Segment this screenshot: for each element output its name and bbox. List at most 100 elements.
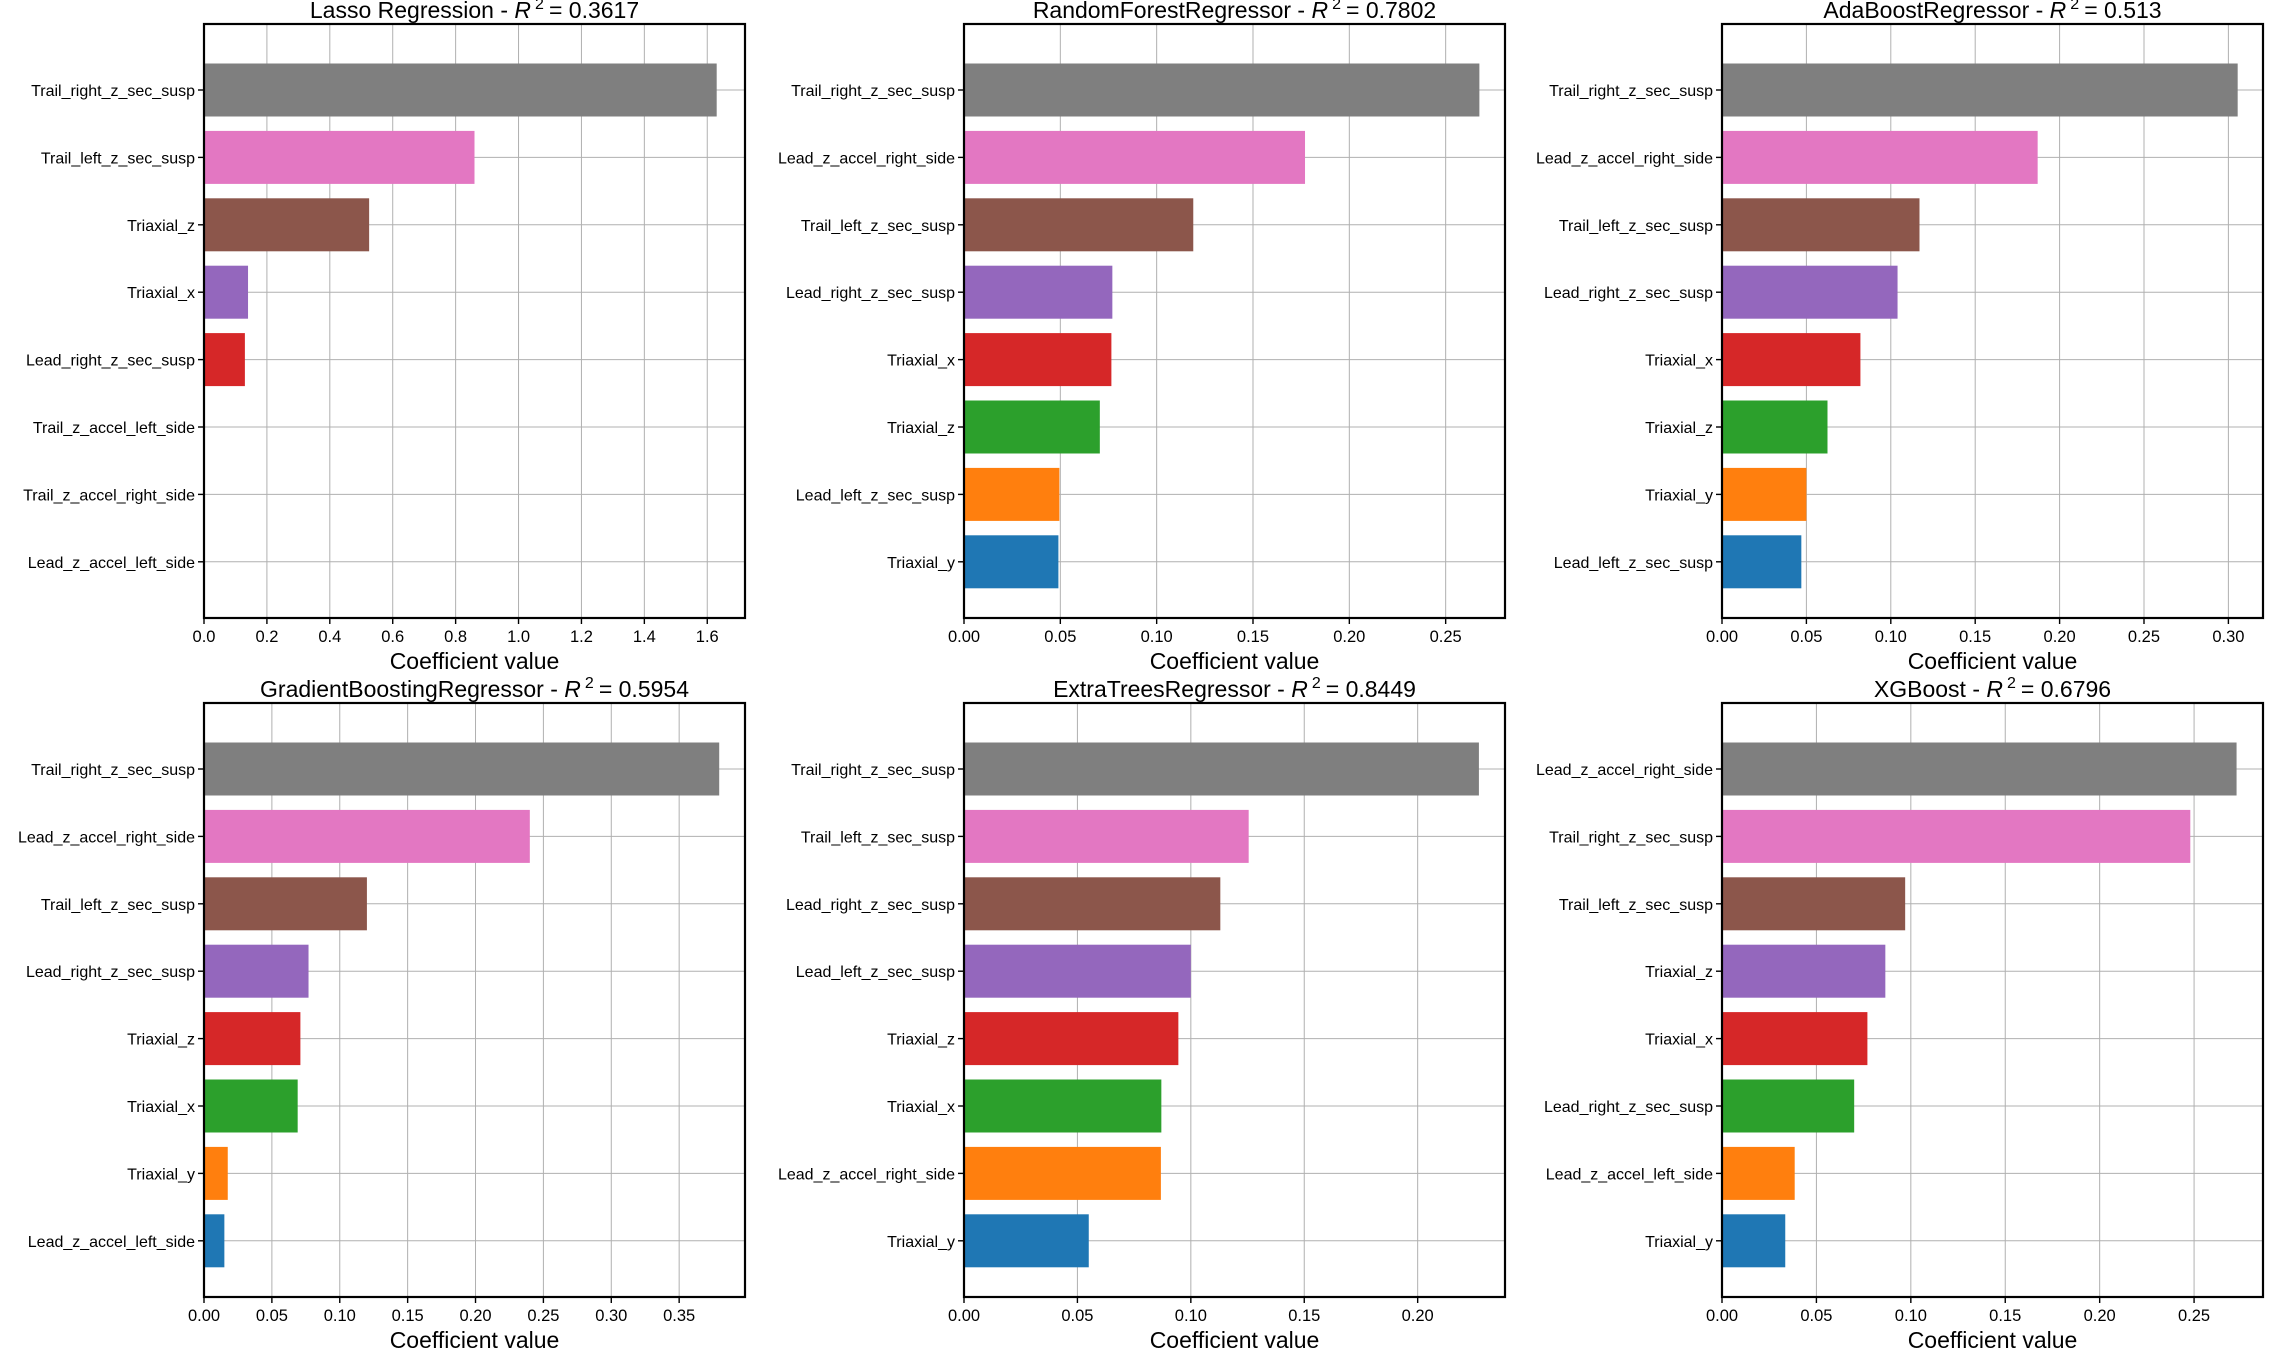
y-tick-label: Trail_z_accel_left_side — [33, 420, 195, 437]
x-tick-label: 0.2 — [255, 628, 278, 646]
y-tick-label: Lead_z_accel_left_side — [28, 1234, 195, 1251]
x-tick-label: 0.05 — [1790, 628, 1822, 646]
y-tick-label: Lead_z_accel_right_side — [1536, 762, 1713, 779]
bar — [964, 63, 1480, 117]
y-tick-label: Triaxial_x — [127, 285, 195, 302]
r2-value: = 0.8449 — [1326, 676, 1416, 702]
x-tick-label: 0.25 — [2178, 1307, 2210, 1325]
y-tick-label: Triaxial_z — [1645, 964, 1713, 981]
y-tick-label: Triaxial_z — [887, 420, 955, 437]
bar — [1722, 535, 1802, 589]
y-tick-label: Trail_right_z_sec_susp — [1549, 829, 1713, 846]
x-tick-label: 0.15 — [1959, 628, 1991, 646]
chart-panel: 0.00 0.05 0.10 0.15 0.20 0.25 Trail_right_z_se… — [778, 0, 1507, 674]
bar — [964, 809, 1249, 863]
x-tick-label: 0.20 — [2084, 1307, 2116, 1325]
bar — [204, 877, 367, 931]
r2-value: = 0.5954 — [599, 676, 689, 702]
x-tick-label: 0.20 — [459, 1307, 491, 1325]
x-axis-label: Coefficient value — [1908, 648, 2078, 674]
y-tick-label: Lead_left_z_sec_susp — [796, 964, 955, 981]
bar — [1722, 809, 2191, 863]
y-tick-label: Lead_right_z_sec_susp — [786, 897, 955, 914]
x-axis-label: Coefficient value — [390, 648, 560, 674]
bar — [204, 944, 309, 998]
x-tick-label: 0.25 — [527, 1307, 559, 1325]
bar — [1722, 742, 2237, 796]
bar — [964, 198, 1194, 252]
y-tick-label: Triaxial_y — [1645, 487, 1713, 504]
bar — [204, 1214, 225, 1268]
y-tick-label: Trail_right_z_sec_susp — [1549, 83, 1713, 100]
r2-symbol: R — [2050, 0, 2067, 23]
y-tick-label: Lead_right_z_sec_susp — [26, 964, 195, 981]
axes-frame — [1720, 22, 2265, 620]
y-tick-label: Triaxial_x — [127, 1099, 195, 1116]
y-tick-label: Triaxial_z — [127, 1032, 195, 1049]
bar — [1722, 265, 1898, 319]
y-tick-label: Trail_left_z_sec_susp — [801, 829, 955, 846]
bar — [964, 333, 1112, 387]
y-tick-label: Triaxial_y — [887, 1234, 955, 1251]
title-prefix: RandomForestRegressor - — [1033, 0, 1312, 23]
bar — [204, 1079, 298, 1133]
x-tick-label: 0.0 — [193, 628, 216, 646]
r2-exponent: 2 — [1312, 675, 1321, 692]
bar — [204, 265, 249, 319]
r2-exponent: 2 — [2007, 675, 2016, 692]
title-prefix: XGBoost - — [1874, 676, 1986, 702]
x-tick-label: 0.20 — [2044, 628, 2076, 646]
y-tick-label: Trail_right_z_sec_susp — [31, 83, 195, 100]
y-tick-label: Trail_right_z_sec_susp — [791, 762, 955, 779]
x-tick-label: 0.15 — [1288, 1307, 1320, 1325]
bar — [964, 1214, 1089, 1268]
x-tick-label: 0.25 — [1430, 628, 1462, 646]
y-tick-label: Trail_left_z_sec_susp — [41, 897, 195, 914]
chart-title: ExtraTreesRegressor - R 2 = 0.8449 — [1053, 675, 1416, 702]
x-tick-label: 1.2 — [570, 628, 593, 646]
y-tick-label: Triaxial_y — [887, 555, 955, 572]
y-tick-label: Lead_left_z_sec_susp — [1554, 555, 1713, 572]
x-tick-label: 0.15 — [392, 1307, 424, 1325]
y-tick-label: Lead_z_accel_right_side — [1536, 150, 1713, 167]
x-tick-label: 1.4 — [633, 628, 656, 646]
bar — [204, 1012, 301, 1066]
bar — [964, 877, 1221, 931]
chart-title: Lasso Regression - R 2 = 0.3617 — [310, 0, 639, 23]
x-tick-label: 0.20 — [1402, 1307, 1434, 1325]
y-tick-label: Triaxial_z — [127, 218, 195, 235]
x-tick-label: 0.35 — [663, 1307, 695, 1325]
y-tick-label: Triaxial_x — [887, 353, 955, 370]
bar — [964, 130, 1306, 184]
x-tick-label: 0.30 — [595, 1307, 627, 1325]
y-tick-label: Trail_left_z_sec_susp — [1559, 897, 1713, 914]
r2-symbol: R — [564, 676, 581, 702]
y-tick-label: Lead_right_z_sec_susp — [1544, 1099, 1713, 1116]
y-tick-label: Lead_right_z_sec_susp — [26, 353, 195, 370]
bar — [1722, 1079, 1855, 1133]
y-tick-label: Trail_left_z_sec_susp — [801, 218, 955, 235]
y-tick-label: Lead_left_z_sec_susp — [796, 487, 955, 504]
y-tick-label: Triaxial_y — [1645, 1234, 1713, 1251]
chart-title: RandomForestRegressor - R 2 = 0.7802 — [1033, 0, 1436, 23]
x-tick-label: 1.0 — [507, 628, 530, 646]
title-prefix: Lasso Regression - — [310, 0, 515, 23]
y-tick-label: Lead_z_accel_left_side — [28, 555, 195, 572]
x-tick-label: 0.05 — [1044, 628, 1076, 646]
x-tick-label: 0.10 — [1175, 1307, 1207, 1325]
x-axis-label: Coefficient value — [1150, 1327, 1320, 1350]
chart-panel: 0.00 0.05 0.10 0.15 0.20 0.25 0.30 Trail_right_… — [1536, 0, 2265, 674]
y-tick-label: Triaxial_x — [1645, 1032, 1713, 1049]
bar — [204, 1146, 228, 1200]
x-tick-label: 0.05 — [1061, 1307, 1093, 1325]
bar — [1722, 467, 1807, 521]
y-tick-label: Lead_right_z_sec_susp — [786, 285, 955, 302]
x-tick-label: 0.25 — [2128, 628, 2160, 646]
y-tick-label: Triaxial_y — [127, 1166, 195, 1183]
x-tick-label: 1.6 — [696, 628, 719, 646]
bar — [204, 130, 475, 184]
r2-symbol: R — [1311, 0, 1328, 23]
y-tick-label: Trail_z_accel_right_side — [23, 487, 195, 504]
chart-title: AdaBoostRegressor - R 2 = 0.513 — [1823, 0, 2161, 23]
chart-title: GradientBoostingRegressor - R 2 = 0.5954 — [260, 675, 689, 702]
